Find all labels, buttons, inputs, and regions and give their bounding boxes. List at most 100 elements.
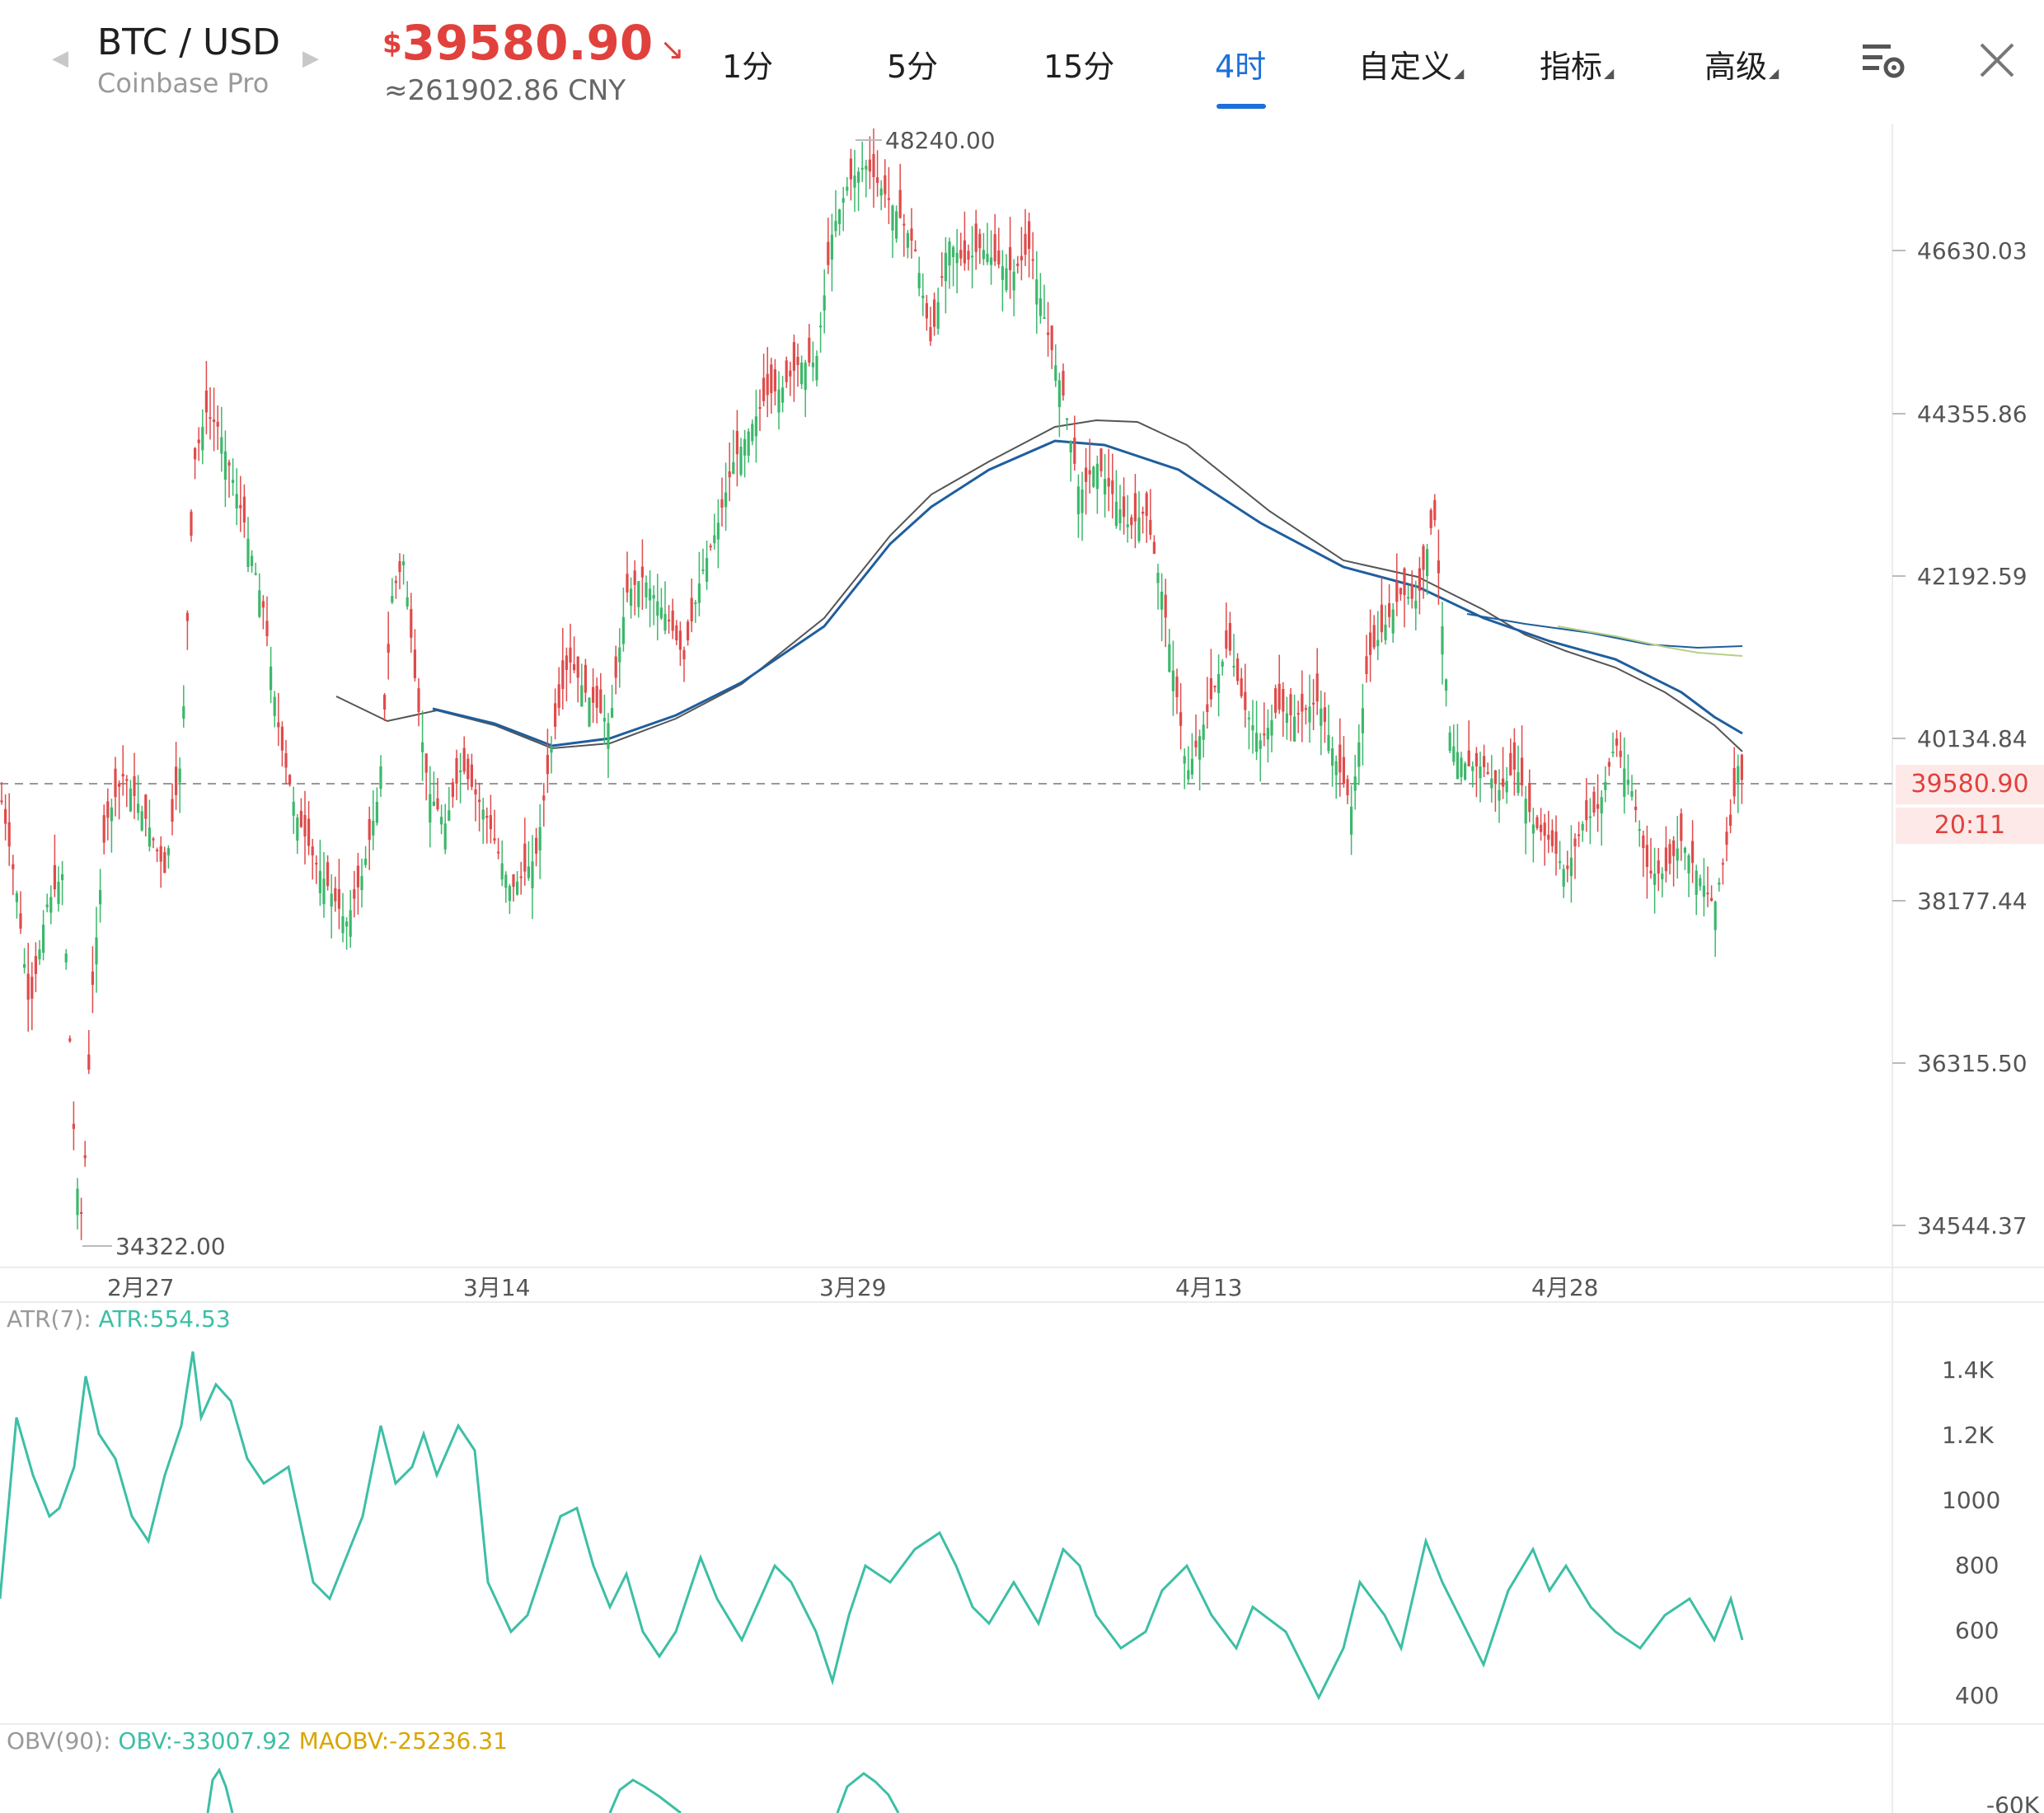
candlestick-series xyxy=(0,128,1743,1240)
candle-body xyxy=(398,560,401,573)
candle-body xyxy=(967,251,970,260)
candle-body xyxy=(732,461,735,475)
candle-body xyxy=(1414,600,1418,609)
candle-body xyxy=(701,569,705,571)
tab-indicators[interactable]: 指标 ◢ xyxy=(1540,41,1614,87)
candle-body xyxy=(724,492,728,508)
atr-line xyxy=(0,1351,1744,1701)
candle-body xyxy=(656,601,659,616)
candle-body xyxy=(1247,717,1250,719)
candle-body xyxy=(424,753,428,773)
pair-title: BTC / USD xyxy=(97,21,281,63)
tab-5m[interactable]: 5分 xyxy=(887,49,939,85)
candle-body xyxy=(1323,707,1326,722)
tab-custom[interactable]: 自定义 ◢ xyxy=(1358,41,1464,87)
candle-body xyxy=(542,795,546,801)
candle-body xyxy=(303,814,307,836)
atr-indicator-header[interactable]: ATR(7): ATR:554.53 xyxy=(7,1305,231,1333)
candle-body xyxy=(687,621,690,640)
candle-body xyxy=(296,817,299,841)
candle-body xyxy=(1171,670,1174,691)
candle-body xyxy=(640,566,644,578)
candle-body xyxy=(1232,666,1235,668)
candle-body xyxy=(1346,779,1349,795)
candle-body xyxy=(38,949,41,960)
candle-body xyxy=(72,1123,75,1129)
tab-1m[interactable]: 1分 xyxy=(722,49,774,85)
candle-body xyxy=(1448,732,1451,751)
candle-body xyxy=(1137,518,1141,541)
candle-body xyxy=(1498,789,1501,801)
candle-body xyxy=(1399,588,1402,595)
candle-body xyxy=(42,925,45,953)
candle-body xyxy=(45,904,49,907)
candle-body xyxy=(334,888,337,902)
atr-value: ATR:554.53 xyxy=(98,1305,231,1333)
obv-indicator-header[interactable]: OBV(90): OBV:-33007.92 MAOBV:-25236.31 xyxy=(7,1727,508,1754)
candle-body xyxy=(1422,546,1425,570)
candle-body xyxy=(1592,791,1596,813)
candle-body xyxy=(671,610,674,631)
candle-body xyxy=(557,684,560,708)
candle-body xyxy=(311,846,314,855)
candle-body xyxy=(436,798,439,809)
candle-body xyxy=(1076,486,1080,514)
candle-body xyxy=(857,171,860,183)
candle-body xyxy=(1490,778,1493,789)
candle-body xyxy=(1263,733,1266,736)
candle-body xyxy=(1073,438,1076,464)
candle-body xyxy=(621,616,625,644)
candle-body xyxy=(443,823,447,850)
close-icon[interactable] xyxy=(1976,40,2018,81)
high-price-label: 48240.00 xyxy=(885,127,996,154)
candle-body xyxy=(7,822,11,847)
candle-body xyxy=(110,807,113,822)
candle-body xyxy=(1566,865,1569,869)
candle-body xyxy=(99,890,102,905)
candle-body xyxy=(284,753,288,768)
candle-body xyxy=(865,166,868,170)
candle-body xyxy=(891,205,894,231)
candle-body xyxy=(728,471,731,478)
prev-pair-arrow-icon[interactable]: ◀ xyxy=(52,46,68,71)
tab-15m[interactable]: 15分 xyxy=(1043,49,1115,85)
candle-body xyxy=(1573,838,1577,846)
next-pair-arrow-icon[interactable]: ▶ xyxy=(302,46,319,71)
atr-tick-label: 1.4K xyxy=(1942,1356,1995,1384)
candle-body xyxy=(1611,752,1615,753)
candle-body xyxy=(372,821,375,836)
candle-body xyxy=(1604,781,1607,790)
candle-body xyxy=(1296,713,1300,715)
candle-body xyxy=(239,504,242,508)
candle-body xyxy=(1588,816,1592,818)
candle-body xyxy=(1225,630,1228,649)
candle-body xyxy=(762,377,766,401)
candle-body xyxy=(1445,679,1448,691)
tab-advanced[interactable]: 高级 ◢ xyxy=(1704,41,1779,87)
candle-body xyxy=(152,838,155,841)
candle-body xyxy=(1145,493,1148,516)
candle-body xyxy=(565,655,568,670)
candle-body xyxy=(470,764,473,787)
moving-average-line xyxy=(335,419,1743,752)
candle-body xyxy=(800,363,804,385)
candle-body xyxy=(592,686,595,703)
chart-settings-icon[interactable] xyxy=(1859,40,1909,82)
candle-body xyxy=(1194,740,1198,747)
candle-body xyxy=(697,583,701,603)
candle-body xyxy=(747,431,750,456)
candle-body xyxy=(1350,806,1353,835)
candle-body xyxy=(91,971,94,985)
candle-body xyxy=(406,597,409,607)
candle-body xyxy=(842,198,845,203)
tab-4h[interactable]: 4时 xyxy=(1215,49,1267,85)
candle-body xyxy=(720,499,724,508)
candle-body xyxy=(1517,772,1520,794)
candle-body xyxy=(223,451,227,480)
candle-body xyxy=(1206,704,1209,712)
atr-tick-label: 1.2K xyxy=(1942,1422,1995,1449)
candle-body xyxy=(383,695,387,710)
price-value: 39580.90 xyxy=(401,15,654,71)
candle-body xyxy=(561,660,565,689)
